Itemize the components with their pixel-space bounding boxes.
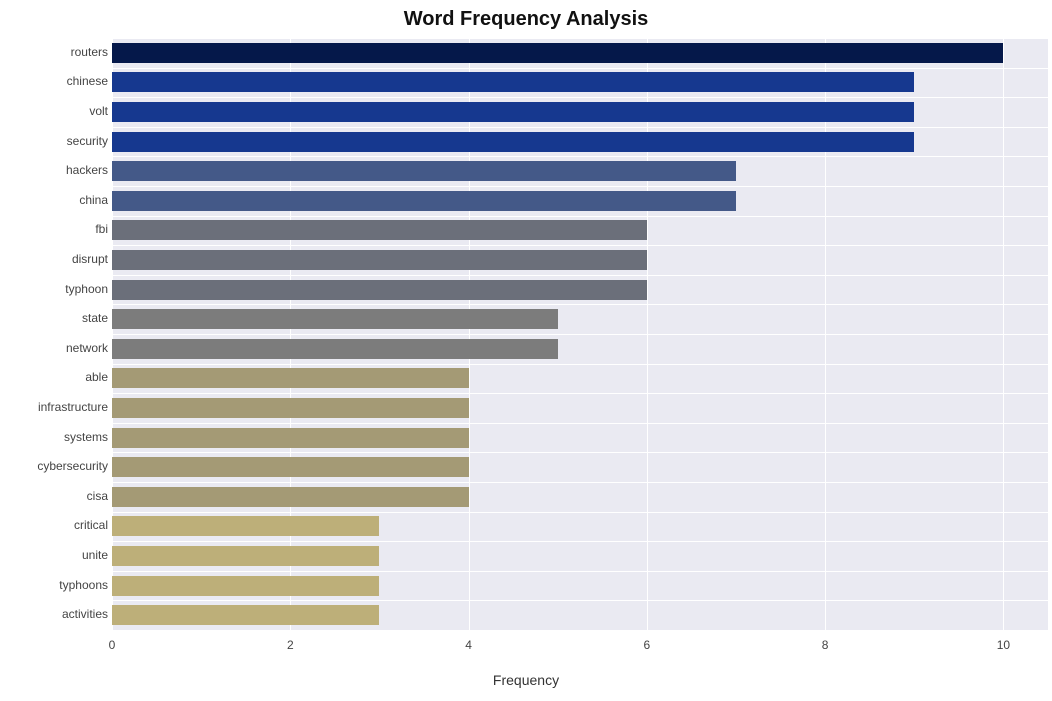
- x-axis-label: Frequency: [0, 672, 1052, 688]
- bar: [112, 546, 379, 566]
- bar: [112, 191, 736, 211]
- bar: [112, 339, 558, 359]
- h-grid-line: [112, 304, 1048, 305]
- h-grid-line: [112, 245, 1048, 246]
- y-tick-label: able: [85, 370, 108, 384]
- x-tick-label: 6: [644, 638, 651, 652]
- y-tick-label: cisa: [87, 489, 108, 503]
- y-tick-label: unite: [82, 548, 108, 562]
- x-tick-label: 10: [997, 638, 1010, 652]
- h-grid-line: [112, 97, 1048, 98]
- y-tick-label: systems: [64, 430, 108, 444]
- bar: [112, 516, 379, 536]
- y-tick-label: network: [66, 341, 108, 355]
- bar: [112, 280, 647, 300]
- h-grid-line: [112, 38, 1048, 39]
- chart-title: Word Frequency Analysis: [0, 8, 1052, 31]
- bar: [112, 309, 558, 329]
- bar: [112, 368, 469, 388]
- x-tick-label: 4: [465, 638, 472, 652]
- h-grid-line: [112, 275, 1048, 276]
- h-grid-line: [112, 334, 1048, 335]
- bar: [112, 132, 914, 152]
- h-grid-line: [112, 186, 1048, 187]
- h-grid-line: [112, 156, 1048, 157]
- plot-area: [112, 38, 1048, 630]
- y-tick-label: hackers: [66, 163, 108, 177]
- x-tick-label: 0: [109, 638, 116, 652]
- h-grid-line: [112, 512, 1048, 513]
- y-tick-label: state: [82, 311, 108, 325]
- y-tick-label: cybersecurity: [37, 459, 108, 473]
- x-tick-label: 2: [287, 638, 294, 652]
- bar: [112, 457, 469, 477]
- bar: [112, 161, 736, 181]
- x-tick-label: 8: [822, 638, 829, 652]
- y-tick-label: critical: [74, 518, 108, 532]
- y-tick-label: typhoon: [65, 282, 108, 296]
- h-grid-line: [112, 482, 1048, 483]
- h-grid-line: [112, 541, 1048, 542]
- h-grid-line: [112, 216, 1048, 217]
- y-tick-label: fbi: [95, 222, 108, 236]
- y-tick-label: typhoons: [59, 578, 108, 592]
- bar: [112, 250, 647, 270]
- y-tick-label: infrastructure: [38, 400, 108, 414]
- h-grid-line: [112, 68, 1048, 69]
- y-tick-label: china: [79, 193, 108, 207]
- y-tick-label: disrupt: [72, 252, 108, 266]
- y-tick-label: routers: [71, 45, 108, 59]
- bar: [112, 398, 469, 418]
- h-grid-line: [112, 452, 1048, 453]
- word-frequency-chart: Word Frequency Analysis routers chinese vo…: [0, 0, 1052, 701]
- h-grid-line: [112, 571, 1048, 572]
- y-tick-label: activities: [62, 607, 108, 621]
- h-grid-line: [112, 127, 1048, 128]
- bar: [112, 220, 647, 240]
- bar: [112, 428, 469, 448]
- h-grid-line: [112, 600, 1048, 601]
- bar: [112, 43, 1003, 63]
- bar: [112, 72, 914, 92]
- y-tick-label: security: [67, 134, 108, 148]
- bar: [112, 605, 379, 625]
- bar: [112, 576, 379, 596]
- h-grid-line: [112, 423, 1048, 424]
- h-grid-line: [112, 364, 1048, 365]
- y-tick-label: chinese: [67, 74, 108, 88]
- bar: [112, 487, 469, 507]
- y-tick-label: volt: [89, 104, 108, 118]
- h-grid-line: [112, 393, 1048, 394]
- bar: [112, 102, 914, 122]
